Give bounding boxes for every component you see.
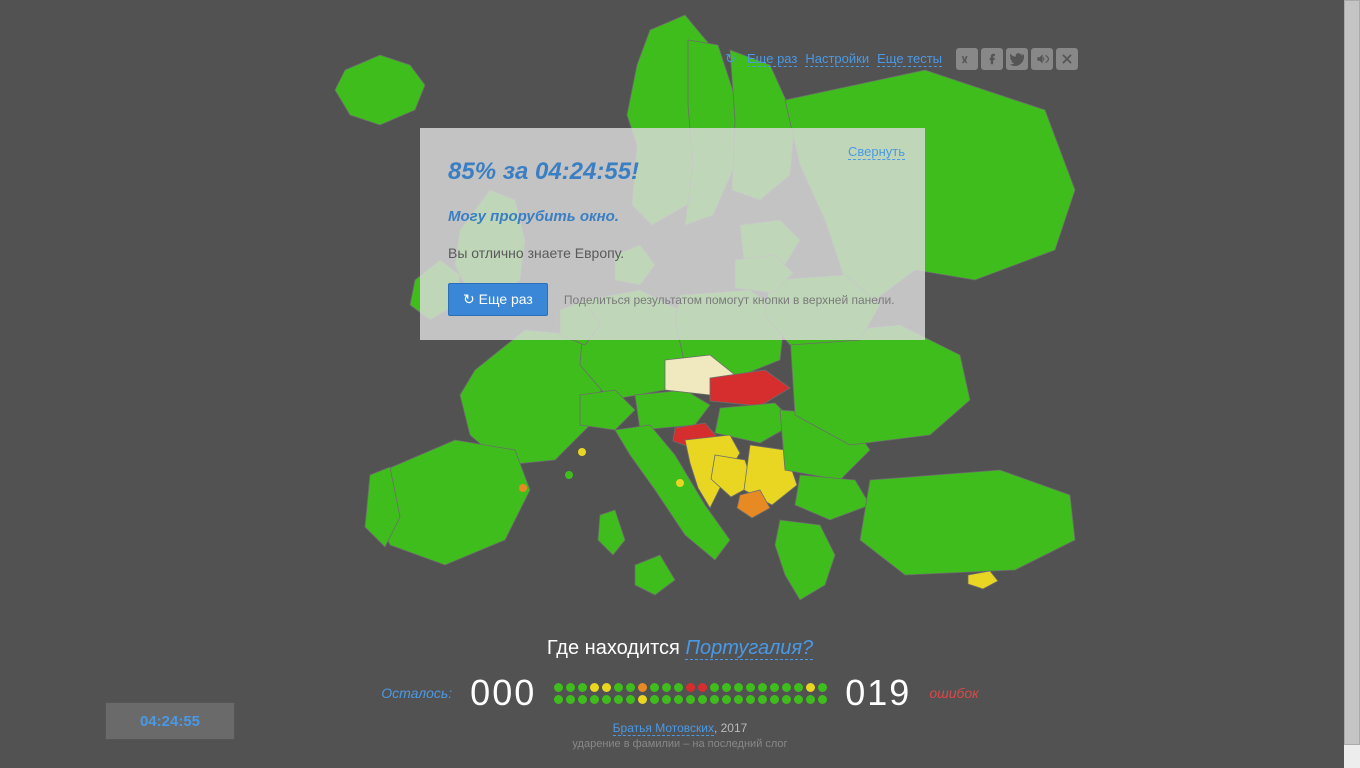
progress-dot	[578, 683, 587, 692]
progress-dot	[662, 683, 671, 692]
progress-dot	[794, 695, 803, 704]
minimize-link[interactable]: Свернуть	[848, 144, 905, 160]
retry-button[interactable]: ↻ Еще раз	[448, 283, 548, 316]
remaining-count: 000	[470, 672, 536, 714]
progress-dot	[782, 683, 791, 692]
progress-dot	[698, 683, 707, 692]
progress-dot	[614, 695, 623, 704]
progress-dot	[722, 695, 731, 704]
retry-link[interactable]: Еще раз	[747, 51, 797, 67]
question-country[interactable]: Португалия?	[685, 637, 813, 660]
progress-dot	[602, 695, 611, 704]
result-subtitle: Могу прорубить окно.	[448, 208, 897, 225]
progress-dot	[602, 683, 611, 692]
progress-dot	[662, 695, 671, 704]
close-icon[interactable]	[1056, 48, 1078, 70]
progress-dot	[770, 695, 779, 704]
progress-dot	[746, 683, 755, 692]
question-text: Где находится Португалия?	[0, 637, 1360, 660]
progress-dot	[818, 683, 827, 692]
progress-dot	[698, 695, 707, 704]
facebook-icon[interactable]	[981, 48, 1003, 70]
progress-dot	[722, 683, 731, 692]
progress-dot	[734, 695, 743, 704]
progress-dot	[758, 683, 767, 692]
timer-box: 04:24:55	[105, 702, 235, 740]
progress-dot	[710, 695, 719, 704]
footer-year: , 2017	[714, 721, 747, 735]
result-description: Вы отлично знаете Европу.	[448, 245, 897, 261]
top-controls: ↻ Еще раз Настройки Еще тесты	[725, 48, 1078, 70]
progress-dot	[626, 683, 635, 692]
twitter-icon[interactable]	[1006, 48, 1028, 70]
progress-dot	[686, 683, 695, 692]
progress-dot	[782, 695, 791, 704]
refresh-icon: ↻	[725, 51, 736, 67]
progress-dot	[590, 683, 599, 692]
more-tests-link[interactable]: Еще тесты	[877, 51, 942, 67]
error-count: 019	[845, 672, 911, 714]
progress-dot	[806, 683, 815, 692]
progress-dot	[770, 683, 779, 692]
footer-brand[interactable]: Братья Мотовских	[613, 721, 714, 736]
progress-dot	[686, 695, 695, 704]
progress-dot	[614, 683, 623, 692]
progress-dot	[650, 683, 659, 692]
progress-dot	[554, 683, 563, 692]
progress-dot	[638, 683, 647, 692]
scrollbar[interactable]	[1344, 0, 1360, 768]
result-panel: Свернуть 85% за 04:24:55! Могу прорубить…	[420, 128, 925, 340]
progress-dots	[554, 683, 827, 704]
progress-dot	[746, 695, 755, 704]
sound-icon[interactable]	[1031, 48, 1053, 70]
vk-icon[interactable]	[956, 48, 978, 70]
error-label: ошибок	[929, 685, 978, 701]
progress-dot	[710, 683, 719, 692]
share-hint: Поделиться результатом помогут кнопки в …	[564, 293, 895, 307]
scroll-thumb[interactable]	[1344, 0, 1360, 745]
settings-link[interactable]: Настройки	[805, 51, 869, 67]
progress-dot	[758, 695, 767, 704]
progress-dot	[794, 683, 803, 692]
progress-dot	[566, 683, 575, 692]
progress-dot	[566, 695, 575, 704]
progress-dot	[638, 695, 647, 704]
progress-dot	[626, 695, 635, 704]
progress-dot	[818, 695, 827, 704]
progress-dot	[674, 683, 683, 692]
question-prefix: Где находится	[547, 637, 680, 659]
progress-dot	[590, 695, 599, 704]
progress-dot	[734, 683, 743, 692]
progress-dot	[578, 695, 587, 704]
remaining-label: Осталось:	[381, 685, 452, 701]
progress-dot	[674, 695, 683, 704]
result-title: 85% за 04:24:55!	[448, 158, 897, 186]
progress-dot	[806, 695, 815, 704]
progress-dot	[650, 695, 659, 704]
progress-dot	[554, 695, 563, 704]
